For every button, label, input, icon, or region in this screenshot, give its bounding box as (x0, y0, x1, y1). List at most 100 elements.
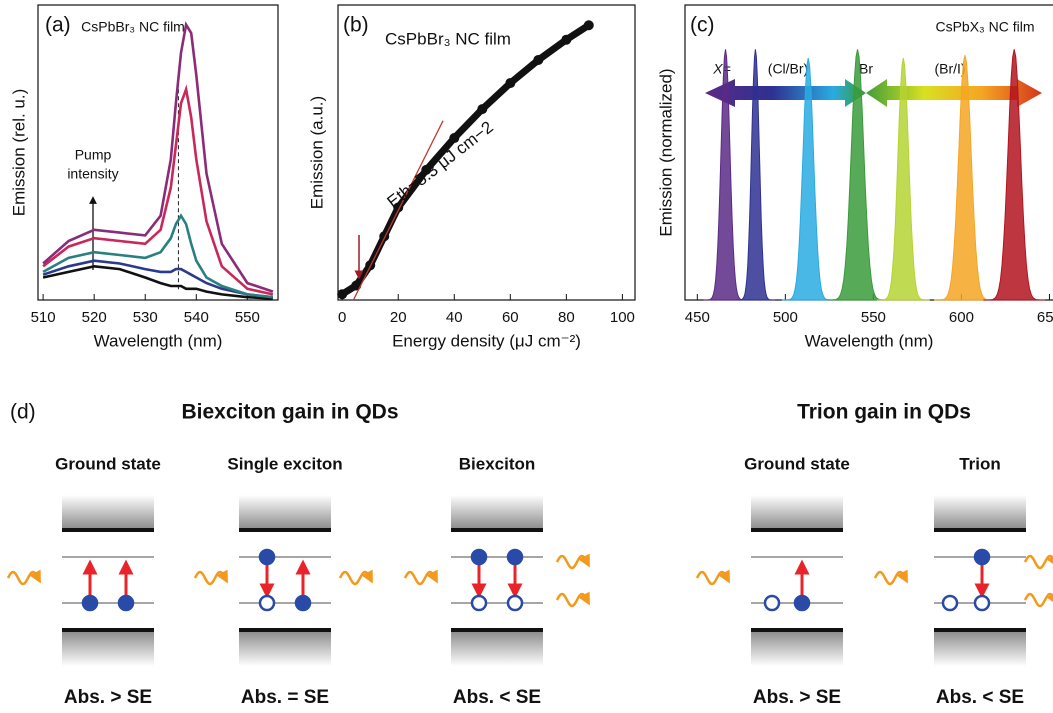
fit-line (352, 120, 444, 301)
band (751, 495, 843, 530)
x-tick-label: 40 (446, 309, 463, 326)
emission-peak (983, 49, 1046, 301)
axes-frame (37, 4, 279, 301)
x-tick-label: 520 (82, 309, 107, 326)
x-axis-label: Wavelength (nm) (805, 331, 934, 350)
spectrum (42, 21, 274, 293)
electron (506, 548, 524, 566)
data-point (337, 289, 348, 300)
photon (555, 553, 590, 570)
arrow-label: (Cl/Br) (768, 61, 808, 77)
data-trace (338, 21, 593, 298)
electron (294, 594, 312, 612)
band (451, 630, 543, 666)
electron (973, 548, 991, 566)
data-point (477, 104, 488, 115)
threshold-label: Eth=5.3 μJ cm−2 (384, 117, 497, 211)
band (239, 630, 331, 666)
x-axis-label: Wavelength (nm) (94, 331, 223, 350)
y-axis-label: Emission (rel. u.) (9, 89, 28, 217)
band (62, 495, 154, 530)
band (934, 630, 1026, 666)
x-tick-label: 450 (685, 309, 710, 326)
x-tick-label: 550 (235, 309, 260, 326)
annotation: Pump (75, 147, 112, 163)
x-tick-label: 80 (558, 309, 575, 326)
photon (403, 569, 438, 586)
photon (193, 569, 228, 586)
x-tick-label: 510 (31, 309, 56, 326)
photon (695, 569, 730, 586)
photon (555, 591, 590, 608)
x-tick-label: 650 (1037, 309, 1053, 326)
data-point (379, 231, 390, 242)
state-result: Abs. = SE (241, 687, 329, 708)
x-tick-label: 600 (949, 309, 974, 326)
electron (81, 594, 99, 612)
data-point (421, 164, 432, 175)
hole (973, 594, 991, 612)
hole (258, 594, 276, 612)
hole (941, 594, 959, 612)
x-tick-label: 20 (390, 309, 407, 326)
axes-frame (337, 4, 636, 301)
state-title: Single exciton (227, 454, 342, 473)
data-point (449, 133, 460, 144)
arrow-label: (Br/I) (934, 61, 965, 77)
y-axis-label: Emission (a.u.) (307, 96, 326, 209)
x-axis-label: Energy density (μJ cm⁻²) (392, 331, 581, 350)
state-result: Abs. > SE (753, 687, 841, 708)
band (239, 495, 331, 530)
arrow-label: Br (859, 61, 873, 77)
emission-peak (736, 49, 775, 301)
x-tick-label: 550 (861, 309, 886, 326)
x-tick-label: 0 (338, 309, 346, 326)
spectrum (42, 259, 274, 299)
emission-peak (876, 58, 930, 301)
hole (763, 594, 781, 612)
state-result: Abs. < SE (453, 687, 541, 708)
x-tick-label: 530 (133, 309, 158, 326)
hole (506, 594, 524, 612)
x-tick-label: 60 (502, 309, 519, 326)
x-tick-label: 100 (610, 309, 635, 326)
data-point (351, 280, 362, 291)
electron (470, 548, 488, 566)
band (451, 495, 543, 530)
heading: Trion gain in QDs (797, 401, 971, 424)
data-point (533, 54, 544, 65)
heading: Biexciton gain in QDs (181, 401, 398, 424)
photon (1023, 553, 1053, 570)
spectrum (42, 264, 273, 300)
electron (117, 594, 135, 612)
x-tick-label: 500 (773, 309, 798, 326)
state-title: Trion (959, 454, 1001, 473)
panel-label: (d) (10, 401, 36, 424)
state-title: Ground state (55, 454, 161, 473)
y-axis-label: Emission (normalized) (656, 68, 675, 236)
x-tick-label: 540 (184, 309, 209, 326)
photon (1023, 591, 1053, 608)
photon (338, 569, 373, 586)
band (62, 630, 154, 666)
electron (793, 594, 811, 612)
spectrum (42, 84, 274, 296)
hole (470, 594, 488, 612)
arrow-label: X= (712, 61, 731, 77)
data-point (583, 20, 594, 31)
state-result: Abs. < SE (936, 687, 1024, 708)
state-result: Abs. > SE (64, 687, 152, 708)
state-title: Biexciton (459, 454, 536, 473)
electron (258, 548, 276, 566)
panel-label: (b) (343, 14, 369, 37)
data-point (505, 78, 516, 89)
photon (6, 569, 41, 586)
spectrum (42, 213, 274, 299)
panel-title: CsPbX₃ NC film (935, 19, 1034, 35)
photon (873, 569, 908, 586)
data-point (561, 34, 572, 45)
halide-arrow (705, 79, 1042, 107)
annotation: intensity (67, 166, 118, 182)
panel-label: (a) (45, 14, 71, 37)
